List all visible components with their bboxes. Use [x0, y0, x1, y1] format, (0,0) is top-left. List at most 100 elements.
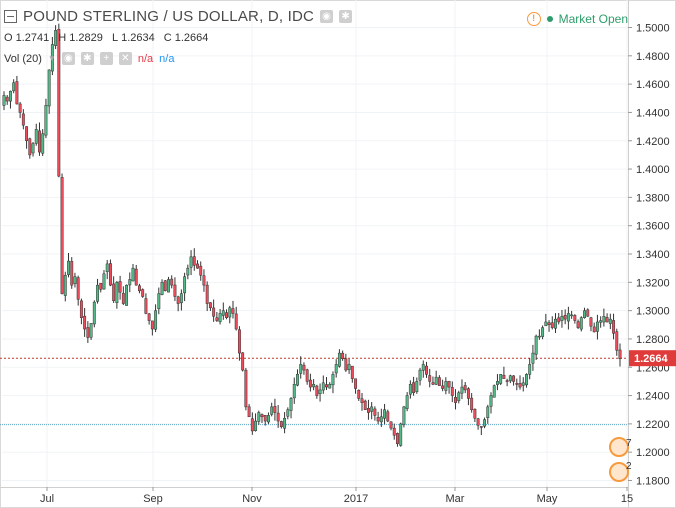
eye-icon[interactable]: ◉: [320, 10, 334, 23]
candle-body: [515, 383, 519, 385]
candle-body: [286, 409, 290, 417]
chevron-down-icon[interactable]: ▼: [47, 54, 56, 63]
candle-body: [270, 406, 274, 415]
price-tick-label: 1.3200: [636, 277, 670, 289]
warning-icon[interactable]: !: [526, 12, 541, 26]
candle-body: [489, 395, 493, 407]
candle-body: [328, 383, 332, 389]
candle-body: [189, 256, 193, 268]
last-price-tag-label: 1.2664: [634, 353, 669, 365]
close-icon[interactable]: ✕: [118, 52, 132, 65]
candle-body: [337, 352, 341, 367]
plus-icon[interactable]: +: [99, 52, 113, 65]
candle-body: [202, 275, 206, 286]
chart-legend: POUND STERLING / US DOLLAR, D, IDC ◉ ✱ O…: [4, 8, 353, 65]
candle-body: [96, 284, 99, 302]
candle-body: [205, 284, 209, 304]
low-value: 1.2634: [121, 32, 155, 44]
candle-body: [12, 82, 16, 92]
event-marker-1[interactable]: 7: [609, 437, 632, 457]
candle-body: [250, 418, 254, 432]
last-price-tag-background: [629, 350, 676, 367]
candle-body: [9, 90, 12, 102]
candle-body: [389, 421, 393, 429]
market-status[interactable]: ! Market Open: [526, 12, 628, 26]
candle-body: [296, 374, 299, 386]
candle-body: [557, 317, 561, 323]
candle-body: [89, 323, 93, 338]
candle-body: [83, 315, 87, 330]
candle-body: [434, 376, 438, 385]
close-key: C: [163, 32, 172, 44]
candle-body: [457, 392, 461, 402]
candle-body: [47, 69, 51, 107]
price-tick-label: 1.4800: [636, 51, 670, 63]
candle-body: [186, 267, 190, 276]
time-tick-label: 2017: [344, 493, 368, 505]
candle-body: [241, 352, 245, 371]
candle-body: [573, 315, 577, 321]
candle-body: [357, 389, 361, 399]
candle-body: [408, 383, 412, 395]
time-tick-label: Jul: [40, 493, 54, 505]
candle-body: [508, 375, 512, 382]
symbol-title[interactable]: POUND STERLING / US DOLLAR, D, IDC: [23, 8, 315, 25]
gear-icon[interactable]: ✱: [339, 10, 353, 23]
candle-body: [318, 389, 322, 395]
candle-body: [366, 408, 370, 413]
candle-body: [196, 263, 199, 269]
open-value: 1.2741: [15, 32, 50, 44]
candle-body: [476, 418, 480, 426]
candle-body: [41, 133, 45, 154]
flag-uk-icon: [609, 437, 629, 457]
candle-body: [131, 267, 135, 282]
price-tick-label: 1.3600: [636, 221, 670, 233]
eye-icon[interactable]: ◉: [61, 52, 75, 65]
candle-body: [399, 423, 403, 446]
candle-body: [260, 414, 264, 418]
status-dot-icon: [546, 16, 553, 22]
volume-label[interactable]: Vol (20): [4, 52, 42, 65]
candle-body: [605, 317, 609, 323]
candle-body: [73, 276, 77, 284]
time-axis[interactable]: Jul Sep Nov 2017 Mar May 15: [40, 487, 633, 505]
candle-body: [208, 302, 212, 309]
candlestick-series: [2, 23, 622, 447]
candle-body: [283, 417, 287, 429]
candle-body: [225, 312, 228, 318]
candle-body: [237, 329, 241, 354]
candle-body: [163, 280, 167, 292]
candle-body: [99, 282, 103, 290]
candle-body: [2, 95, 6, 106]
candle-body: [518, 383, 522, 388]
candle-body: [379, 416, 383, 423]
candle-body: [576, 321, 580, 328]
candle-body: [470, 397, 474, 410]
candle-body: [608, 318, 612, 324]
candle-body: [437, 377, 441, 386]
time-tick-label: Nov: [242, 493, 262, 505]
candle-body: [415, 381, 419, 392]
candle-body: [537, 335, 541, 338]
candle-body: [473, 408, 477, 419]
candle-body: [586, 309, 590, 317]
candle-body: [592, 326, 596, 333]
candle-body: [479, 426, 483, 428]
time-tick-label: May: [537, 493, 558, 505]
candle-body: [67, 260, 70, 275]
candle-body: [215, 317, 219, 321]
candle-body: [444, 381, 448, 391]
candle-body: [396, 433, 399, 444]
price-axis[interactable]: 1.18001.20001.22001.24001.26001.28001.30…: [628, 23, 670, 488]
gear-icon[interactable]: ✱: [80, 52, 94, 65]
candle-body: [595, 321, 599, 332]
collapse-icon[interactable]: [4, 10, 17, 23]
candle-body: [38, 130, 41, 153]
candle-body: [486, 406, 490, 418]
candle-body: [421, 364, 425, 371]
candle-body: [199, 265, 203, 276]
event-marker-2[interactable]: 2: [609, 461, 632, 482]
candle-body: [173, 284, 177, 297]
candle-body: [347, 364, 351, 370]
